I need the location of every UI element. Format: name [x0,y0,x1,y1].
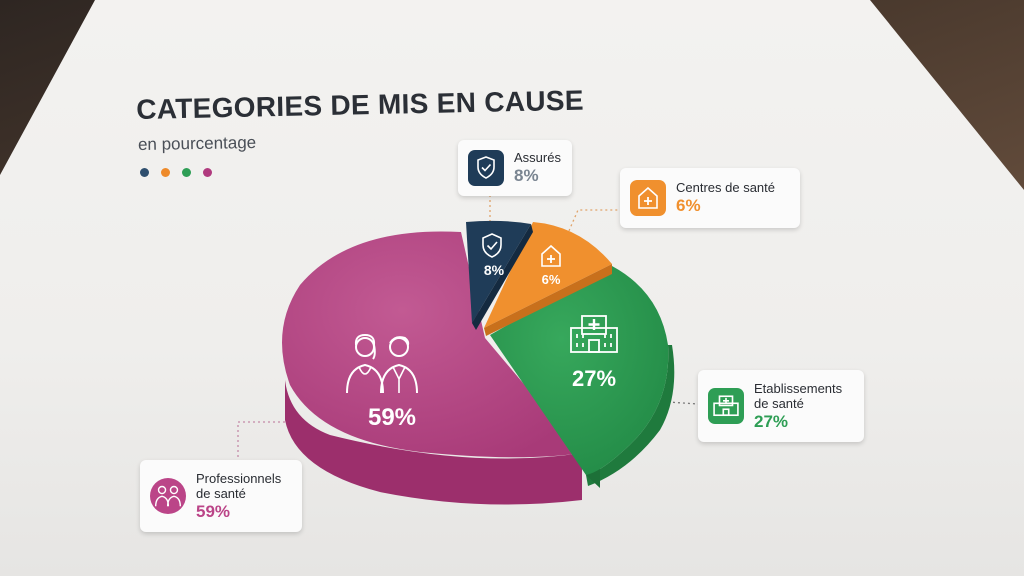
slice-etablissements [490,266,675,488]
callout-etablissements: Etablissements de santé 27% [698,370,864,442]
leader-line-etab [667,401,699,405]
house-medical-icon [541,244,561,267]
legend-dots [140,168,212,177]
callout-centres-value: 6% [676,196,701,215]
slice-label-centres: 6% [542,272,561,287]
callout-centres-badge [630,180,666,216]
leader-line-pros [237,421,300,462]
callout-professionnels-badge [150,478,186,514]
leader-line-centres [564,209,620,241]
callout-etablissements-label-2: de santé [754,395,804,411]
hospital-icon [570,315,618,353]
shield-check-icon [482,233,502,258]
slice-centres [484,222,612,336]
callout-etablissements-badge [708,388,744,424]
callout-professionnels-label-1: Professionnels [196,470,282,486]
legend-dot-orange [161,168,170,177]
doctors-icon [346,333,418,394]
slice-label-professionnels: 59% [368,404,416,431]
slice-assures [466,220,533,330]
callout-professionnels-value: 59% [196,501,231,521]
shield-check-icon [477,156,495,179]
callout-assures: Assurés 8% [458,140,572,196]
callout-professionnels: Professionnels de santé 59% [140,460,302,532]
slice-label-etablissements: 27% [572,366,616,391]
callout-centres-label: Centres de santé [676,180,776,195]
callout-assures-badge [468,150,504,186]
legend-dot-pink [203,168,212,177]
callout-assures-value: 8% [514,166,539,185]
legend-dot-green [182,168,191,177]
callout-assures-label: Assurés [514,150,561,165]
house-medical-icon [638,187,658,209]
callout-professionnels-label-2: de santé [196,485,246,501]
slice-label-assures: 8% [484,262,505,278]
callout-etablissements-value: 27% [754,411,789,431]
doctors-icon [155,485,181,507]
slice-professionnels [282,231,582,505]
callout-centres: Centres de santé 6% [620,168,800,228]
hospital-icon [713,395,739,417]
callout-etablissements-label-1: Etablissements [754,380,843,396]
legend-dot-blue [140,168,149,177]
